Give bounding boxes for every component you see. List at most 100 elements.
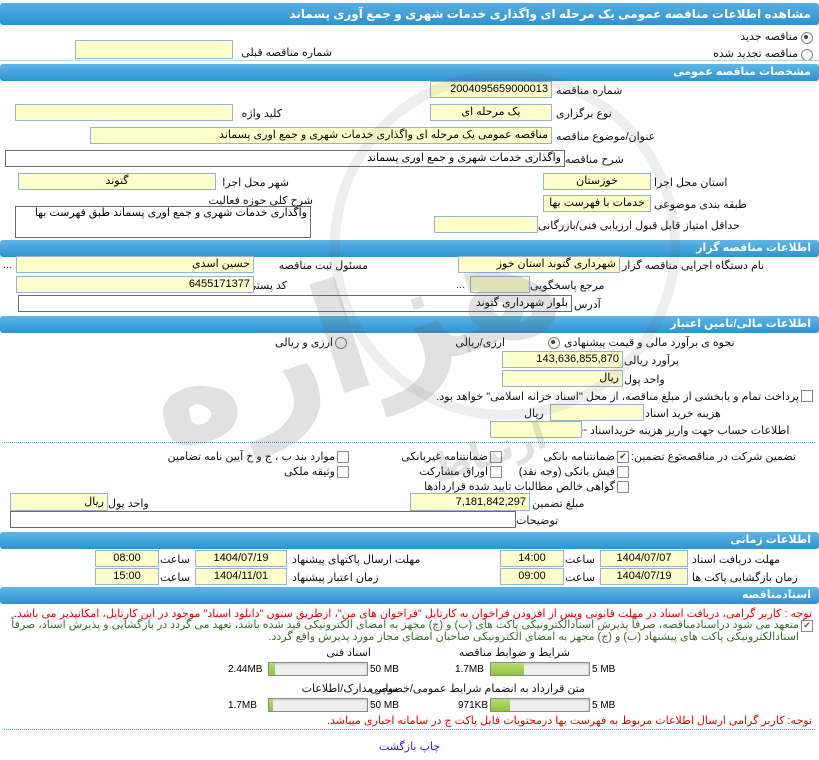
checkbox-band-items-label: موارد بند ب ، ج و خ آیین نامه تضامین bbox=[167, 451, 335, 463]
file-terms-progress bbox=[490, 662, 590, 676]
notes-input[interactable] bbox=[10, 511, 516, 528]
checkbox-bonds[interactable] bbox=[490, 466, 502, 478]
radio-mode-rial[interactable] bbox=[548, 337, 560, 349]
radio-new-tender[interactable] bbox=[801, 32, 813, 44]
section-employer-info: اطلاعات مناقصه گزار bbox=[0, 240, 819, 257]
bid-submit-deadline-time[interactable]: 08:00 bbox=[95, 550, 159, 567]
print-link[interactable]: چاپ bbox=[419, 741, 441, 753]
bid-validity-time[interactable]: 15:00 bbox=[95, 568, 159, 585]
documents-note: توجه : کاربر گرامی، دریافت اسناد در مهلت… bbox=[14, 608, 812, 620]
account-input[interactable] bbox=[490, 421, 582, 438]
registrar-browse-ellipsis[interactable]: ... bbox=[3, 259, 13, 271]
guarantee-currency-input[interactable]: ریال bbox=[10, 493, 108, 511]
registrar-input[interactable]: حسین اسدی bbox=[16, 256, 254, 273]
postal-code-input[interactable]: 6455171377 bbox=[16, 276, 254, 293]
envelope-opening-time[interactable]: 09:00 bbox=[500, 568, 564, 585]
category-input[interactable]: خدمات با فهرست بها bbox=[543, 195, 651, 212]
prev-tender-no-label: شماره مناقصه قبلی bbox=[241, 47, 332, 59]
commitment-checkbox[interactable] bbox=[801, 620, 813, 632]
account-value: -- bbox=[580, 424, 588, 436]
checkbox-net-claims[interactable] bbox=[617, 481, 629, 493]
checkbox-cash-deposit[interactable] bbox=[617, 466, 629, 478]
file-terms-size: 1.7MB bbox=[455, 664, 484, 675]
min-score-input[interactable] bbox=[434, 216, 538, 233]
checkbox-band-items[interactable] bbox=[337, 451, 349, 463]
doc-receive-deadline-time[interactable]: 14:00 bbox=[500, 550, 564, 567]
file-terms-max: 5 MB bbox=[592, 664, 616, 675]
contact-ref-input[interactable] bbox=[470, 276, 530, 293]
estimate-mode-label: نحوه ی برآورد مالی و قیمت پیشنهادی bbox=[564, 337, 735, 349]
checkbox-cash-deposit-label: فیش بانکی (وجه نقد) bbox=[518, 466, 615, 478]
category-label: طبقه بندی موضوعی bbox=[654, 199, 747, 211]
file-other-label: سایر مدارک/اطلاعات bbox=[301, 683, 398, 695]
hour-label: ساعت bbox=[160, 572, 190, 584]
min-score-label: حداقل امتیاز قابل قبول ارزیابی فنی/بازرگ… bbox=[538, 220, 740, 232]
bid-submit-deadline-label: مهلت ارسال پاکتهای پیشنهاد bbox=[292, 554, 421, 566]
currency-label: واحد پول bbox=[624, 374, 665, 386]
keyword-input[interactable] bbox=[15, 104, 233, 121]
agency-label: نام دستگاه اجرایی مناقصه گزار bbox=[622, 260, 765, 272]
tender-title-input[interactable]: مناقصه عمومی یک مرحله ای واگذاری خدمات ش… bbox=[90, 127, 552, 144]
radio-mode-rial-label: ارزی/ریالی bbox=[455, 337, 505, 349]
city-label: شهر محل اجرا bbox=[222, 177, 289, 189]
postal-code-label: کد پستی bbox=[247, 280, 287, 292]
section-documents: اسنادمناقصه bbox=[0, 587, 819, 604]
bid-submit-deadline-date[interactable]: 1404/07/19 bbox=[195, 550, 287, 567]
agency-input[interactable]: شهرداری گتوند استان خوز bbox=[458, 256, 620, 273]
file-contract-label: متن قرارداد به انضمام شرایط عمومی/خصوصی bbox=[369, 683, 585, 695]
tender-desc-input[interactable]: واگذاری خدمات شهری و جمع اوری پسماند bbox=[5, 150, 565, 167]
account-label: اطلاعات حساب جهت واریز هزینه خریداسناد bbox=[590, 425, 790, 437]
dotted-divider bbox=[4, 442, 815, 443]
bid-validity-label: زمان اعتبار پیشنهاد bbox=[292, 572, 379, 584]
file-other-max: 50 MB bbox=[370, 700, 399, 711]
checkbox-bonds-label: اوراق مشارکت bbox=[419, 466, 488, 478]
keyword-label: کلید واژه bbox=[241, 108, 282, 120]
tender-type-label: نوع برگزاری bbox=[556, 108, 612, 120]
province-label: استان محل اجرا bbox=[654, 177, 728, 189]
prev-tender-no-input[interactable] bbox=[75, 40, 233, 59]
checkbox-nonbank-guarantee[interactable] bbox=[490, 451, 502, 463]
tender-no-input[interactable]: 2004095659000013 bbox=[430, 81, 552, 98]
tender-type-input[interactable]: یک مرحله ای bbox=[430, 104, 552, 121]
hour-label: ساعت bbox=[565, 554, 595, 566]
address-input[interactable]: بلوار شهرداری گتوند bbox=[18, 295, 572, 312]
guarantee-amount-label: مبلغ تضمین bbox=[532, 498, 585, 510]
hour-label: ساعت bbox=[565, 572, 595, 584]
province-input[interactable]: خوزستان bbox=[543, 173, 651, 190]
back-link[interactable]: بازگشت bbox=[378, 741, 417, 753]
doc-fee-unit: ریال bbox=[524, 408, 544, 420]
file-technical-max: 50 MB bbox=[370, 664, 399, 675]
file-other-progress bbox=[268, 698, 368, 712]
file-terms-label: شرایط و ضوابط مناقصه bbox=[458, 647, 570, 659]
file-other-size: 1.7MB bbox=[228, 700, 257, 711]
rial-estimate-label: برآورد ریالی bbox=[624, 355, 680, 367]
guarantee-currency-label: واحد پول bbox=[108, 498, 149, 510]
radio-renewed-tender-label: مناقصه تجدید شده bbox=[713, 48, 798, 60]
checkbox-nonbank-guarantee-label: ضمانتنامه غیربانکی bbox=[401, 451, 488, 463]
dotted-divider-bottom bbox=[4, 729, 815, 730]
activity-scope-textarea[interactable]: واگذاری خدمات شهری و جمع اوری پسماند طبق… bbox=[15, 206, 311, 238]
radio-new-tender-label: مناقصه جدید bbox=[740, 31, 798, 43]
file-contract-progress bbox=[490, 698, 590, 712]
guarantee-amount-input[interactable]: 7,181,842,297 bbox=[410, 493, 530, 511]
bid-validity-date[interactable]: 1404/11/01 bbox=[195, 568, 287, 585]
treasury-note: پرداخت تمام و یابخشی از مبلغ مناقصه، از … bbox=[436, 391, 799, 403]
checkbox-estate[interactable] bbox=[337, 466, 349, 478]
doc-receive-deadline-date[interactable]: 1404/07/07 bbox=[600, 550, 688, 567]
treasury-checkbox[interactable] bbox=[801, 390, 813, 402]
radio-mode-both[interactable] bbox=[335, 337, 347, 349]
contact-ref-ellipsis[interactable]: ... bbox=[456, 279, 466, 291]
radio-mode-both-label: ارزی و ریالی bbox=[275, 337, 333, 349]
envelope-opening-date[interactable]: 1404/07/19 bbox=[600, 568, 688, 585]
tender-title-label: عنوان/موضوع مناقصه bbox=[556, 131, 656, 143]
checkbox-bank-guarantee[interactable] bbox=[617, 451, 629, 463]
city-input[interactable]: گتوند bbox=[18, 173, 216, 190]
contact-ref-label: مرجع پاسخگویی bbox=[530, 280, 605, 292]
section-financial-info: اطلاعات مالی/تامین اعتبار bbox=[0, 316, 819, 333]
doc-fee-input[interactable] bbox=[550, 404, 644, 421]
currency-input[interactable]: ریال bbox=[502, 370, 623, 387]
rial-estimate-input[interactable]: 143,636,855,870 bbox=[502, 351, 623, 368]
address-label: آدرس bbox=[574, 299, 601, 311]
footer-actions: چاپ بازگشت bbox=[0, 740, 819, 753]
